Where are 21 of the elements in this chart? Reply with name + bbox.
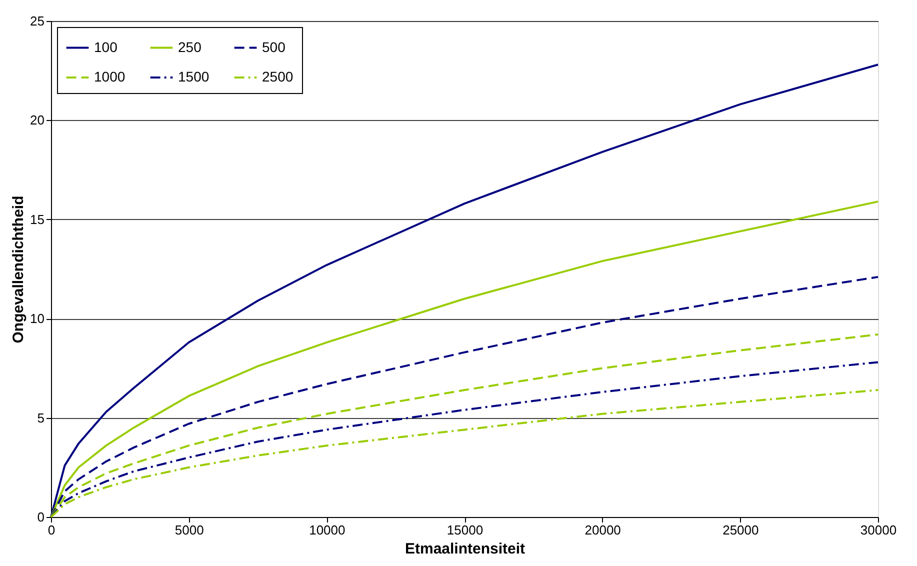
x-tick-label: 10000 (309, 522, 346, 538)
y-tick-label: 25 (30, 14, 44, 28)
x-tick-label: 0 (48, 522, 56, 538)
y-tick-label: 15 (30, 212, 44, 227)
legend-label: 100 (94, 38, 118, 55)
x-tick-label: 15000 (446, 522, 484, 538)
x-tick-label: 25000 (722, 522, 759, 538)
x-axis-title: Etmaalintensiteit (404, 540, 526, 558)
legend-label: 250 (178, 38, 202, 55)
y-tick-label: 5 (37, 410, 44, 426)
legend-label: 1500 (178, 68, 210, 84)
y-tick-label: 10 (30, 311, 44, 326)
legend-label: 500 (262, 38, 286, 55)
x-tick-label: 30000 (860, 522, 897, 538)
legend-label: 1000 (94, 68, 126, 84)
legend-label: 2500 (262, 68, 294, 84)
x-tick-label: 5000 (174, 522, 204, 538)
y-axis-title: Ongevallendichtheid (10, 196, 28, 344)
x-tick-label: 20000 (584, 522, 621, 538)
y-tick-label: 20 (30, 112, 44, 128)
y-tick-label: 0 (37, 510, 44, 524)
